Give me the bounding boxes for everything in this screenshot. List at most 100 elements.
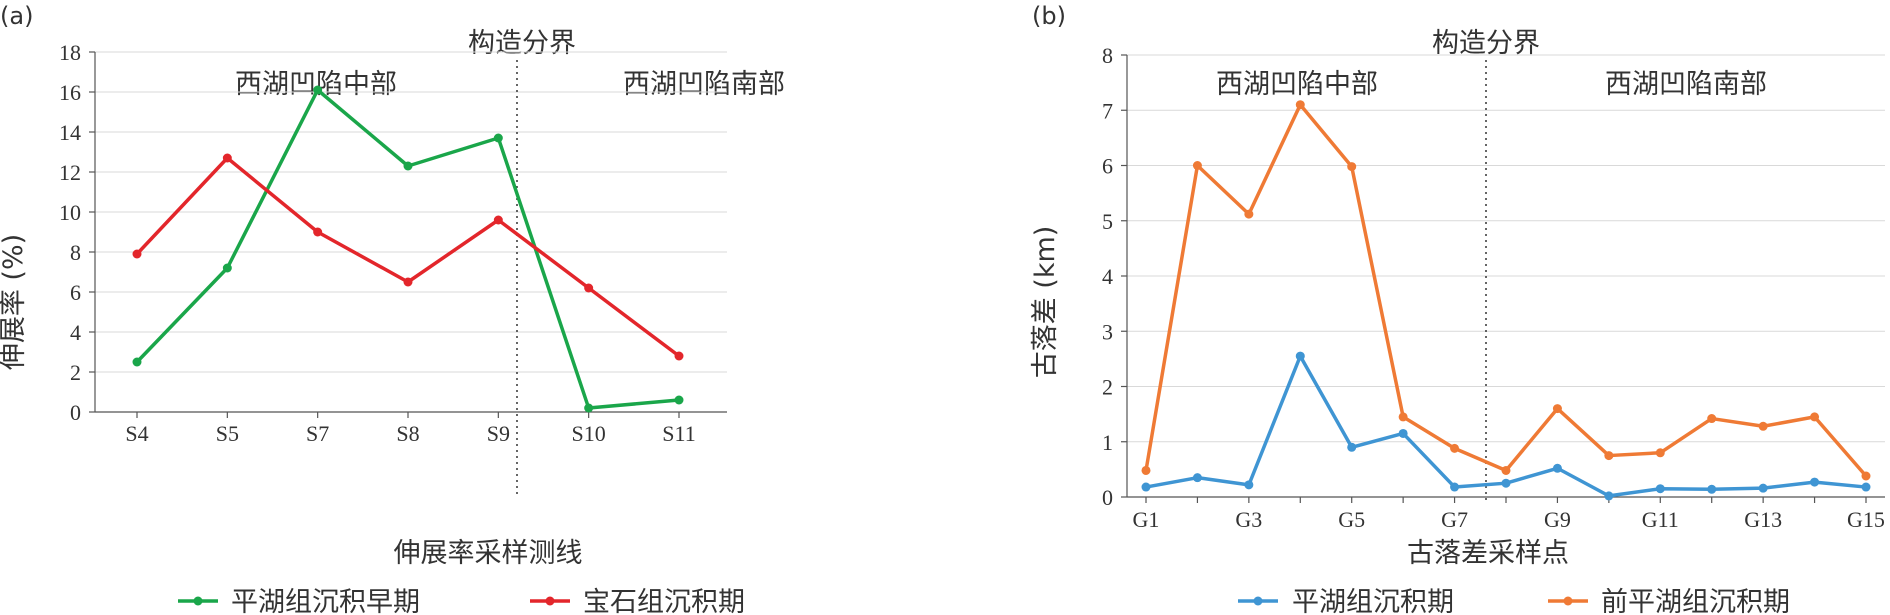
x-tick-label-b-4: G5 [1338,507,1365,532]
data-point-a-0-0 [132,357,142,367]
data-point-b-1-7 [1501,465,1511,475]
y-tick-label-a-6: 12 [59,160,81,185]
x-tick-label-b-14: G15 [1847,507,1885,532]
y-tick-label-a-9: 18 [59,40,81,65]
x-tick-label-b-2: G3 [1235,507,1262,532]
y-tick-label-b-7: 7 [1102,98,1113,123]
y-tick-label-a-2: 4 [70,320,81,345]
data-point-b-0-8 [1552,463,1562,473]
y-tick-label-b-8: 8 [1102,43,1113,68]
data-point-b-0-12 [1758,483,1768,493]
data-point-b-0-13 [1810,477,1820,487]
data-point-b-0-11 [1707,484,1717,494]
legend-b-1-marker [1563,596,1573,606]
x-tick-label-a-2: S7 [306,421,329,446]
data-point-b-1-14 [1861,471,1871,481]
data-point-a-0-4 [493,133,503,143]
x-tick-label-a-5: S10 [572,421,606,446]
panel-a: (a) 构造分界 西湖凹陷中部 西湖凹陷南部 伸展率采样测线 伸展率 (%) 0… [0,2,785,615]
data-point-b-0-9 [1604,491,1614,501]
data-point-b-1-4 [1347,162,1357,172]
y-tick-label-b-5: 5 [1102,209,1113,234]
y-tick-label-b-2: 2 [1102,375,1113,400]
data-point-a-0-1 [222,263,232,273]
data-point-a-1-1 [222,153,232,163]
x-tick-label-b-10: G11 [1642,507,1679,532]
x-tick-label-b-8: G9 [1544,507,1571,532]
data-point-a-1-3 [403,277,413,287]
data-point-b-1-2 [1244,209,1254,219]
panel-a-x-tick-labels: S4 S5 S7 S8 S9 S10 S11 [125,421,695,446]
y-tick-label-b-1: 1 [1102,430,1113,455]
panel-b-axes [1121,54,1885,503]
data-point-b-0-7 [1501,478,1511,488]
data-point-a-0-5 [584,403,594,413]
y-tick-label-a-4: 8 [70,240,81,265]
panel-a-y-axis-title: 伸展率 (%) [0,234,29,370]
x-tick-label-b-12: G13 [1744,507,1782,532]
x-tick-label-b-6: G7 [1441,507,1468,532]
data-point-b-1-6 [1450,443,1460,453]
data-point-b-1-3 [1295,100,1305,110]
panel-a-axes [89,51,727,418]
panel-a-legend: 平湖组沉积早期 宝石组沉积期 [178,587,745,615]
x-tick-label-a-0: S4 [125,421,148,446]
data-point-b-0-4 [1347,442,1357,452]
panel-b-y-axis-title: 古落差 (km) [1030,226,1061,379]
panel-a-boundary-title: 构造分界 [468,28,576,59]
panel-b-legend: 平湖组沉积期 前平湖组沉积期 [1238,587,1790,615]
panel-b-region-left: 西湖凹陷中部 [1216,69,1378,100]
panel-b-label: (b) [1032,2,1066,30]
panel-b-boundary-title: 构造分界 [1432,28,1540,59]
panel-b-x-tick-labels: G1 G3 G5 G7 G9 G11 G13 G15 [1133,507,1885,532]
y-tick-label-a-8: 16 [59,80,81,105]
data-point-b-0-5 [1398,428,1408,438]
y-tick-label-b-6: 6 [1102,154,1113,179]
panel-a-y-tick-labels: 0 2 4 6 8 10 12 14 16 18 [59,40,81,425]
data-point-b-0-1 [1192,473,1202,483]
x-tick-label-a-1: S5 [216,421,239,446]
panel-b-y-tick-labels: 0 1 2 3 4 5 6 7 8 [1102,43,1113,510]
panel-b-series [1141,100,1871,501]
y-tick-label-b-0: 0 [1102,485,1113,510]
x-tick-label-b-0: G1 [1133,507,1160,532]
data-point-b-1-13 [1810,412,1820,422]
series-line-b-1 [1144,102,1868,478]
data-point-a-1-0 [132,249,142,259]
legend-item-b-0: 平湖组沉积期 [1238,587,1454,615]
data-point-b-1-12 [1758,421,1768,431]
data-point-b-0-2 [1244,480,1254,490]
data-point-b-0-6 [1450,482,1460,492]
legend-b-0-marker [1253,596,1263,606]
legend-b-0-label: 平湖组沉积期 [1292,587,1454,615]
data-point-b-1-9 [1604,451,1614,461]
data-point-b-1-10 [1655,448,1665,458]
data-point-b-1-11 [1707,414,1717,424]
legend-a-0-marker [193,596,203,606]
data-point-a-1-6 [674,351,684,361]
legend-item-b-1: 前平湖组沉积期 [1548,587,1790,615]
panel-b-gridlines [1127,54,1885,443]
data-point-b-0-3 [1295,351,1305,361]
series-line-a-0 [135,88,680,410]
panel-a-label: (a) [0,2,33,30]
legend-item-a-1: 宝石组沉积期 [530,587,745,615]
data-point-b-1-5 [1398,412,1408,422]
data-point-b-0-0 [1141,482,1151,492]
x-tick-label-a-3: S8 [396,421,419,446]
panel-b-region-right: 西湖凹陷南部 [1605,69,1767,100]
legend-a-0-label: 平湖组沉积早期 [231,587,420,615]
legend-a-1-marker [545,596,555,606]
data-point-b-1-8 [1552,404,1562,414]
data-point-b-0-10 [1655,484,1665,494]
x-tick-label-a-4: S9 [487,421,510,446]
y-tick-label-b-3: 3 [1102,319,1113,344]
y-tick-label-b-4: 4 [1102,264,1113,289]
y-tick-label-a-7: 14 [59,120,81,145]
x-tick-label-a-6: S11 [662,421,695,446]
y-tick-label-a-3: 6 [70,280,81,305]
y-tick-label-a-5: 10 [59,200,81,225]
panel-a-series [132,85,684,413]
panel-a-x-axis-title: 伸展率采样测线 [394,538,583,569]
